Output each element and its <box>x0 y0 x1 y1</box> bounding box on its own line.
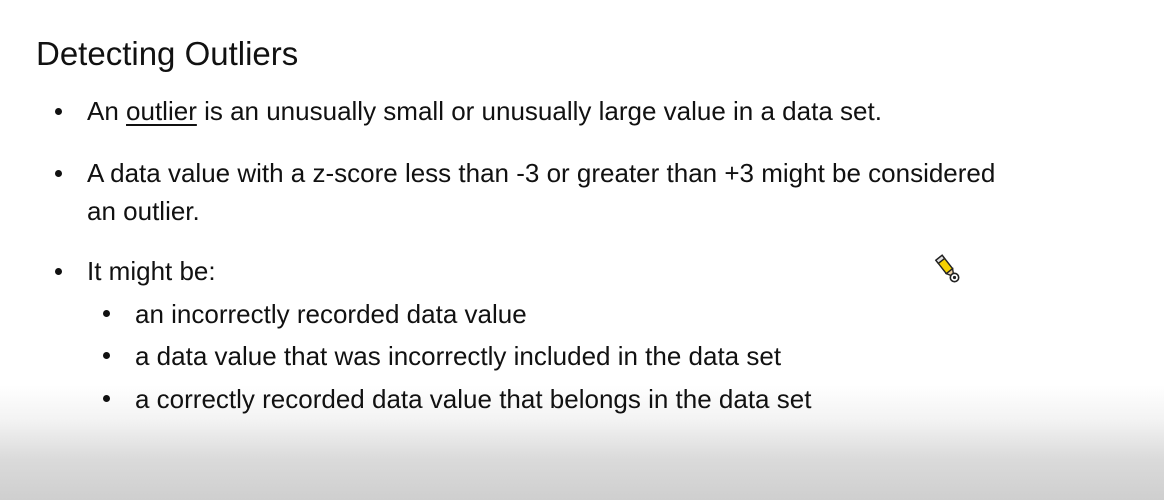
sub-bullet-point-icon <box>103 310 110 317</box>
bullet-outlier-definition: An outlier is an unusually small or unus… <box>87 92 882 130</box>
bullet-point-icon <box>55 268 62 275</box>
sub-item-incorrectly-recorded: an incorrectly recorded data value <box>135 299 527 329</box>
pencil-cursor-icon <box>934 254 960 283</box>
bullet-text-prefix: An <box>87 96 127 126</box>
sub-item-incorrectly-included: a data value that was incorrectly includ… <box>135 341 782 371</box>
bullet-point-icon <box>55 108 62 115</box>
term-outlier: outlier <box>126 96 197 126</box>
bullet-might-be: It might be: <box>87 256 216 286</box>
sub-item-correctly-recorded: a correctly recorded data value that bel… <box>135 384 812 414</box>
slide-title: Detecting Outliers <box>36 35 299 72</box>
bullet-zscore-line2: an outlier. <box>87 196 200 226</box>
bullet-point-icon <box>55 170 62 177</box>
sub-bullet-point-icon <box>103 352 110 359</box>
bullet-zscore-line1: A data value with a z-score less than -3… <box>87 158 996 188</box>
bullet-text-suffix: is an unusually small or unusually large… <box>196 96 882 126</box>
sub-bullet-point-icon <box>103 395 110 402</box>
